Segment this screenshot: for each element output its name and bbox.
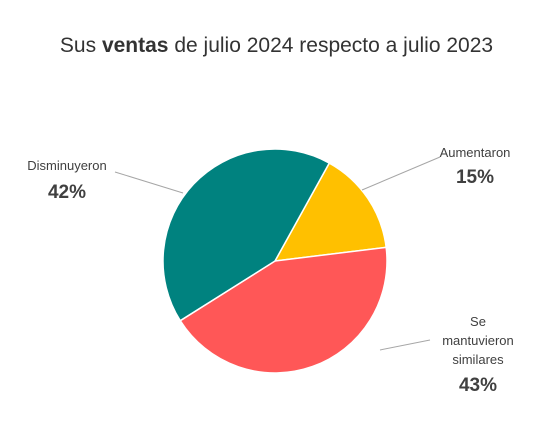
chart-title-bold: ventas bbox=[101, 34, 169, 57]
leader-line-disminuyeron bbox=[114, 171, 184, 194]
pie-slice-disminuyeron bbox=[162, 148, 331, 322]
pie-slice-aumentaron bbox=[273, 162, 388, 262]
pie-slices bbox=[162, 148, 388, 374]
data-label-value-aumentaron: 15% bbox=[456, 167, 494, 188]
leader-line-se-mantuvieron-similares bbox=[379, 339, 431, 351]
leader-line-aumentaron bbox=[361, 156, 441, 191]
data-label-name-se-mantuvieron-similares: Se mantuvieron similares bbox=[442, 314, 514, 367]
data-label-name-aumentaron: Aumentaron bbox=[440, 145, 511, 160]
chart-title-prefix: Sus bbox=[59, 34, 97, 57]
pie-slice-se-mantuvieron-similares bbox=[179, 246, 388, 374]
data-label-value-disminuyeron: 42% bbox=[48, 182, 86, 203]
data-label-value-se-mantuvieron-similares: 43% bbox=[459, 375, 497, 396]
data-labels: Aumentaron 15% Se mantuvieron similares 43% Di… bbox=[27, 145, 514, 396]
data-label-name-disminuyeron: Disminuyeron bbox=[27, 158, 106, 173]
chart-title: Sus ventas de julio 2024 respecto a juli… bbox=[0, 34, 553, 58]
leader-lines bbox=[114, 156, 441, 351]
chart-title-suffix: de julio 2024 respecto a julio 2023 bbox=[174, 34, 494, 57]
